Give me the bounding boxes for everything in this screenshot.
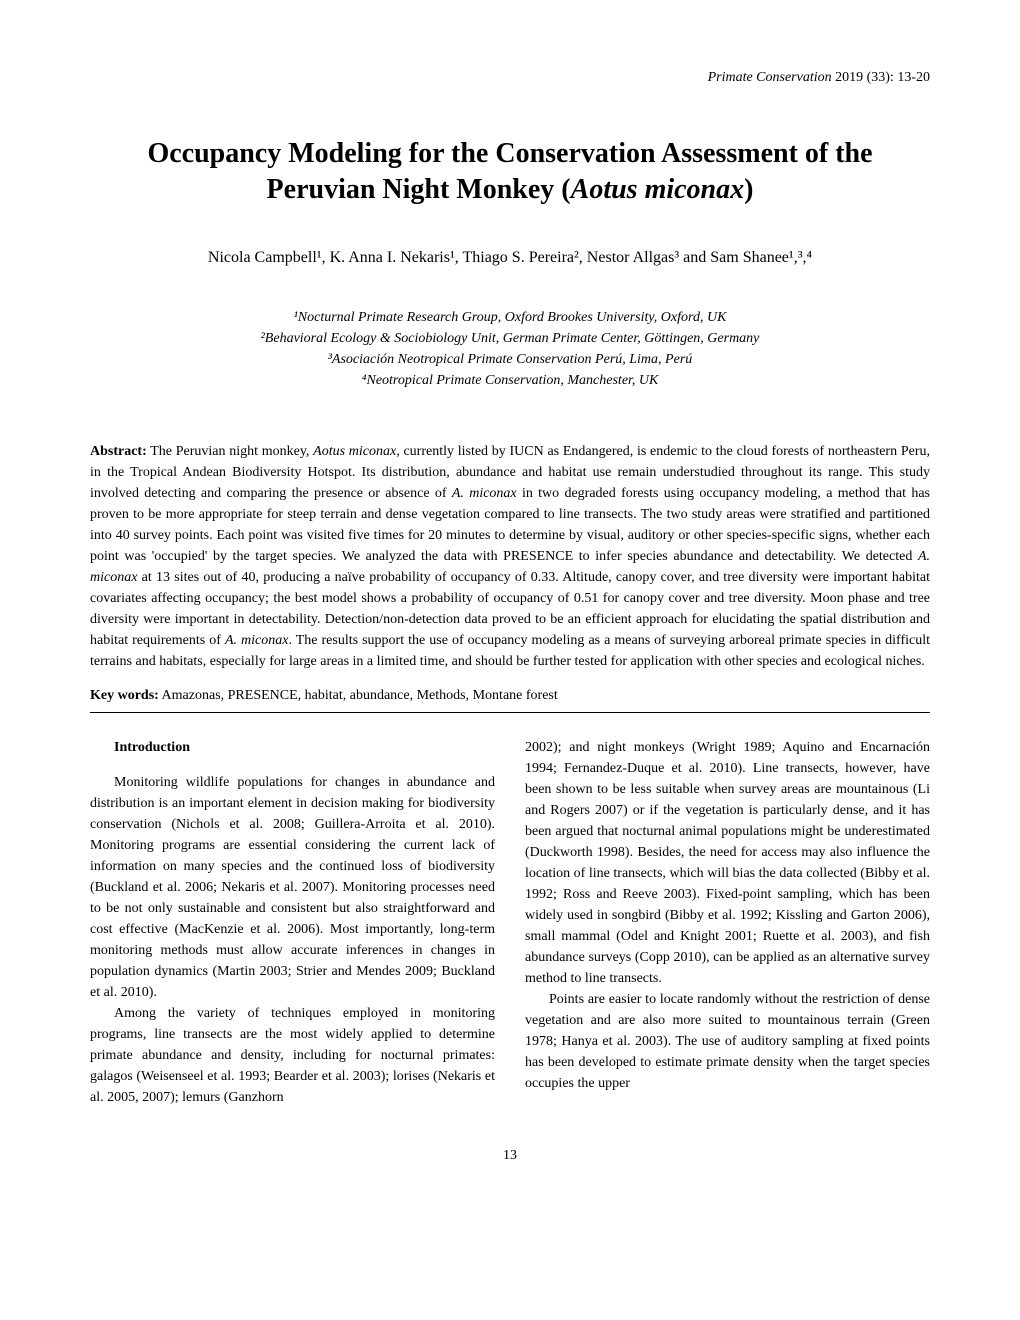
- abstract: Abstract: The Peruvian night monkey, Aot…: [90, 441, 930, 672]
- abstract-species-2: A. miconax: [452, 486, 517, 501]
- intro-paragraph-2: Among the variety of techniques employed…: [90, 1003, 495, 1108]
- keywords: Key words: Amazonas, PRESENCE, habitat, …: [90, 688, 930, 704]
- journal-name: Primate Conservation: [708, 70, 832, 85]
- affiliation-4: ⁴Neotropical Primate Conservation, Manch…: [90, 370, 930, 391]
- intro-paragraph-4: Points are easier to locate randomly wit…: [525, 989, 930, 1094]
- body-columns: Introduction Monitoring wildlife populat…: [90, 737, 930, 1108]
- paper-title: Occupancy Modeling for the Conservation …: [90, 136, 930, 209]
- keywords-label: Key words:: [90, 688, 159, 703]
- title-line2-pre: Peruvian Night Monkey (: [267, 174, 571, 205]
- affiliation-2: ²Behavioral Ecology & Sociobiology Unit,…: [90, 328, 930, 349]
- left-column: Introduction Monitoring wildlife populat…: [90, 737, 495, 1108]
- intro-paragraph-1: Monitoring wildlife populations for chan…: [90, 772, 495, 1003]
- affiliation-1: ¹Nocturnal Primate Research Group, Oxfor…: [90, 307, 930, 328]
- abstract-label: Abstract:: [90, 444, 147, 459]
- affiliations: ¹Nocturnal Primate Research Group, Oxfor…: [90, 307, 930, 391]
- journal-header: Primate Conservation 2019 (33): 13-20: [90, 70, 930, 86]
- authors: Nicola Campbell¹, K. Anna I. Nekaris¹, T…: [90, 249, 930, 267]
- title-line2-post: ): [744, 174, 753, 205]
- intro-paragraph-3: 2002); and night monkeys (Wright 1989; A…: [525, 737, 930, 989]
- abstract-species-1: Aotus miconax: [313, 444, 396, 459]
- abstract-species-4: A. miconax: [225, 633, 289, 648]
- introduction-heading: Introduction: [90, 737, 495, 758]
- abstract-text-0: The Peruvian night monkey,: [147, 444, 313, 459]
- keywords-text: Amazonas, PRESENCE, habitat, abundance, …: [159, 688, 558, 703]
- right-column: 2002); and night monkeys (Wright 1989; A…: [525, 737, 930, 1108]
- section-divider: [90, 712, 930, 713]
- title-line1: Occupancy Modeling for the Conservation …: [147, 138, 872, 169]
- title-species: Aotus miconax: [571, 174, 744, 205]
- affiliation-3: ³Asociación Neotropical Primate Conserva…: [90, 349, 930, 370]
- journal-issue: 2019 (33): 13-20: [835, 70, 930, 85]
- page-number: 13: [90, 1148, 930, 1164]
